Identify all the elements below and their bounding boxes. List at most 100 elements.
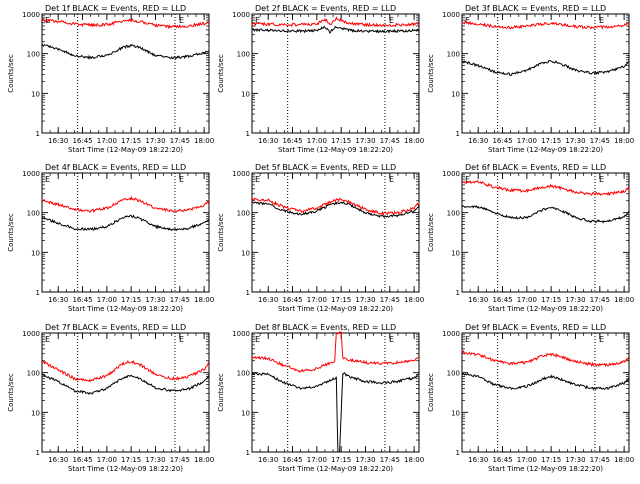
plot-frame bbox=[41, 332, 210, 453]
panel-5: Det 5f BLACK = Events, RED = LLD 1 10 100 10… bbox=[217, 163, 424, 313]
y-tick-label: 1000 bbox=[232, 11, 250, 19]
x-tick-label: 18:00 bbox=[404, 456, 424, 464]
x-tick-label: 16:45 bbox=[282, 137, 302, 145]
x-minor-ticks bbox=[461, 173, 625, 292]
y-tick-label: 1000 bbox=[442, 11, 460, 19]
y-minor-ticks bbox=[42, 174, 209, 281]
marker-label: E bbox=[389, 335, 394, 344]
marker-label: E bbox=[179, 175, 184, 184]
x-tick-label: 17:15 bbox=[331, 137, 351, 145]
panel-title: Det 7f BLACK = Events, RED = LLD bbox=[45, 323, 186, 332]
series-line-events bbox=[41, 373, 210, 396]
x-tick-label: 17:45 bbox=[590, 137, 610, 145]
x-tick-label: 17:00 bbox=[517, 456, 537, 464]
x-tick-label: 16:45 bbox=[492, 456, 512, 464]
y-axis-label: Counts/sec bbox=[217, 213, 225, 252]
series-line-events bbox=[251, 371, 420, 453]
x-tick-label: 16:45 bbox=[492, 296, 512, 304]
y-tick-label: 100 bbox=[27, 210, 40, 218]
y-tick-label: 1 bbox=[246, 130, 250, 138]
marker-label: E bbox=[465, 335, 470, 344]
series-line-lld bbox=[462, 349, 630, 368]
panel-title: Det 9f BLACK = Events, RED = LLD bbox=[465, 323, 606, 332]
x-tick-label: 17:45 bbox=[380, 456, 400, 464]
y-minor-ticks bbox=[252, 174, 419, 281]
marker-label: E bbox=[179, 16, 184, 25]
panel-4: Det 4f BLACK = Events, RED = LLD 1 10 100 10… bbox=[7, 163, 214, 313]
y-tick-label: 100 bbox=[27, 51, 40, 59]
panel-2: Det 2f BLACK = Events, RED = LLD 1 10 100 10… bbox=[217, 4, 424, 154]
series-line-events bbox=[461, 205, 630, 224]
panel-title: Det 4f BLACK = Events, RED = LLD bbox=[45, 163, 186, 172]
y-minor-ticks bbox=[252, 15, 419, 122]
y-tick-label: 10 bbox=[451, 249, 460, 257]
x-tick-label: 17:45 bbox=[170, 456, 190, 464]
y-tick-label: 100 bbox=[237, 210, 250, 218]
y-axis-label: Counts/sec bbox=[427, 54, 435, 93]
x-minor-ticks bbox=[251, 173, 415, 292]
x-minor-ticks bbox=[251, 14, 415, 133]
panel-8: Det 8f BLACK = Events, RED = LLD 1 10 100 10… bbox=[217, 323, 424, 473]
y-tick-label: 1000 bbox=[22, 330, 40, 338]
marker-label: E bbox=[45, 16, 50, 25]
marker-label: E bbox=[465, 175, 470, 184]
marker-label: E bbox=[599, 335, 604, 344]
x-tick-label: 17:45 bbox=[380, 296, 400, 304]
marker-label: E bbox=[255, 16, 260, 25]
y-minor-ticks bbox=[462, 334, 629, 441]
x-tick-label: 17:30 bbox=[565, 137, 585, 145]
panel-1: Det 1f BLACK = Events, RED = LLD 1 10 100 10… bbox=[7, 4, 214, 154]
y-tick-label: 10 bbox=[241, 409, 250, 417]
plot-frame bbox=[41, 13, 210, 134]
series-line-lld bbox=[41, 17, 210, 30]
x-tick-label: 17:45 bbox=[170, 137, 190, 145]
series-line-events bbox=[251, 201, 420, 219]
x-tick-label: 17:30 bbox=[565, 296, 585, 304]
plot-frame bbox=[251, 172, 420, 293]
y-tick-label: 100 bbox=[27, 370, 40, 378]
y-tick-label: 100 bbox=[237, 51, 250, 59]
x-tick-label: 18:00 bbox=[404, 296, 424, 304]
x-axis-label: Start Time (12-May-09 18:22:20) bbox=[488, 465, 603, 473]
x-axis-label: Start Time (12-May-09 18:22:20) bbox=[488, 305, 603, 313]
x-tick-label: 17:00 bbox=[517, 296, 537, 304]
panel-6: Det 6f BLACK = Events, RED = LLD 1 10 100 10… bbox=[427, 163, 634, 313]
panel-3: Det 3f BLACK = Events, RED = LLD 1 10 100 10… bbox=[427, 4, 634, 154]
x-tick-label: 17:00 bbox=[517, 137, 537, 145]
y-tick-label: 1 bbox=[36, 289, 40, 297]
x-axis-label: Start Time (12-May-09 18:22:20) bbox=[488, 146, 603, 154]
y-tick-label: 10 bbox=[451, 409, 460, 417]
x-tick-label: 18:00 bbox=[614, 137, 634, 145]
x-tick-label: 17:15 bbox=[121, 456, 141, 464]
y-tick-label: 100 bbox=[447, 210, 460, 218]
x-minor-ticks bbox=[41, 333, 205, 452]
x-axis-label: Start Time (12-May-09 18:22:20) bbox=[278, 146, 393, 154]
x-tick-label: 16:30 bbox=[468, 456, 488, 464]
y-tick-label: 1000 bbox=[22, 11, 40, 19]
marker-label: E bbox=[465, 16, 470, 25]
marker-label: E bbox=[179, 335, 184, 344]
panel-title: Det 3f BLACK = Events, RED = LLD bbox=[465, 4, 606, 13]
x-minor-ticks bbox=[41, 14, 205, 133]
x-axis-label: Start Time (12-May-09 18:22:20) bbox=[68, 305, 183, 313]
x-tick-label: 16:30 bbox=[258, 137, 278, 145]
y-tick-label: 10 bbox=[31, 90, 40, 98]
marker-label: E bbox=[255, 175, 260, 184]
plot-frame bbox=[461, 172, 630, 293]
panel-title: Det 2f BLACK = Events, RED = LLD bbox=[255, 4, 396, 13]
x-tick-label: 16:45 bbox=[72, 296, 92, 304]
series-line-lld bbox=[41, 359, 210, 383]
x-tick-label: 17:45 bbox=[170, 296, 190, 304]
series-line-lld bbox=[251, 331, 420, 373]
y-tick-label: 1 bbox=[246, 289, 250, 297]
marker-label: E bbox=[389, 16, 394, 25]
x-tick-label: 16:45 bbox=[72, 137, 92, 145]
plot-frame bbox=[41, 172, 210, 293]
x-tick-label: 17:00 bbox=[307, 296, 327, 304]
y-axis-label: Counts/sec bbox=[217, 373, 225, 412]
x-tick-label: 18:00 bbox=[404, 137, 424, 145]
y-tick-label: 100 bbox=[447, 370, 460, 378]
y-tick-label: 1 bbox=[456, 449, 460, 457]
plot-frame bbox=[461, 332, 630, 453]
x-tick-label: 17:15 bbox=[121, 137, 141, 145]
